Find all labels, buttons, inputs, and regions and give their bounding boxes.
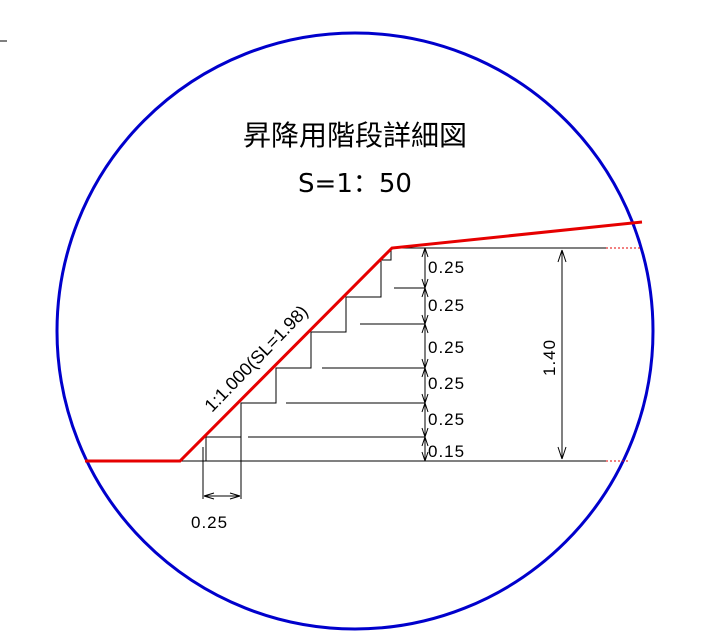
step-height-label: 0.25 bbox=[428, 296, 465, 315]
tread-width-dimension: 0.25 bbox=[191, 412, 242, 532]
dimension-arrow bbox=[421, 323, 429, 334]
dimension-arrow bbox=[421, 436, 429, 447]
dimension-arrow bbox=[421, 314, 429, 325]
step-height-label: 0.25 bbox=[428, 258, 465, 277]
dimension-arrow bbox=[421, 287, 429, 298]
total-height-label: 1.40 bbox=[540, 339, 559, 376]
arrowhead bbox=[203, 492, 215, 500]
dimension-ticks bbox=[421, 247, 429, 462]
step-height-label: 0.25 bbox=[428, 338, 465, 357]
dimension-arrow bbox=[421, 358, 429, 369]
dimension-arrow bbox=[421, 393, 429, 404]
ground-profile-line bbox=[85, 220, 643, 463]
slope-label: 1:1.000(SL=1.98) bbox=[200, 301, 311, 415]
dimension-arrow bbox=[421, 367, 429, 378]
arrowhead bbox=[229, 492, 241, 500]
detail-circle bbox=[55, 31, 655, 631]
dimension-arrow bbox=[421, 278, 429, 289]
stair-profile bbox=[205, 248, 392, 461]
total-height-dimension: 1.40 bbox=[540, 249, 567, 460]
arrowhead bbox=[557, 446, 567, 460]
tread-width-label: 0.25 bbox=[191, 513, 228, 532]
step-height-label: 0.15 bbox=[428, 442, 465, 461]
dimension-arrow bbox=[421, 402, 429, 413]
step-height-label: 0.25 bbox=[428, 374, 465, 393]
drawing-title: 昇降用階段詳細図 bbox=[243, 119, 467, 152]
dimension-arrow bbox=[421, 247, 429, 258]
drawing-scale: S=1：50 bbox=[298, 169, 412, 199]
dimension-arrow bbox=[421, 427, 429, 438]
stair-steps bbox=[205, 248, 392, 461]
step-height-label: 0.25 bbox=[428, 410, 465, 429]
extension-lines bbox=[180, 247, 606, 462]
step-dimension-chain bbox=[421, 247, 429, 462]
dimension-arrow bbox=[421, 451, 429, 462]
arrowhead bbox=[557, 249, 567, 263]
